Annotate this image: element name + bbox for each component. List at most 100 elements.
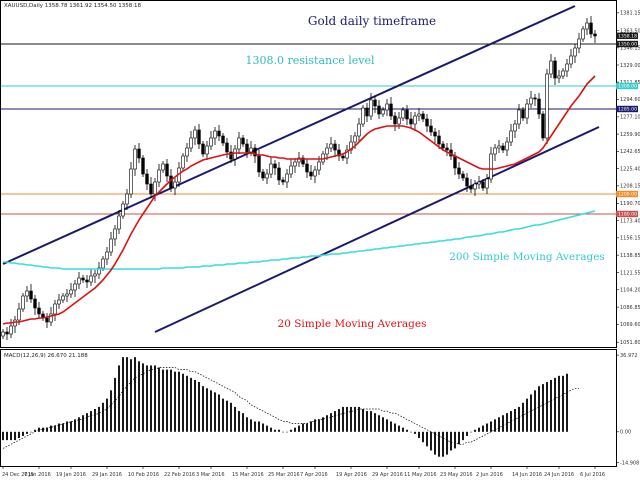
candle-75 <box>301 155 305 167</box>
macd-panel-frame <box>0 349 617 467</box>
candle-67 <box>269 157 273 178</box>
candle-40 <box>161 161 165 173</box>
candle-2 <box>9 319 13 338</box>
candle-body <box>101 258 105 269</box>
candle-body <box>329 143 333 149</box>
macd-bar-23 <box>94 409 96 432</box>
price-tick-label-2: 1346.15 <box>620 46 640 52</box>
candle-59 <box>237 132 241 154</box>
macd-bar-141 <box>566 373 568 432</box>
candle-body <box>281 179 285 183</box>
candle-48 <box>193 126 197 145</box>
candle-36 <box>145 169 149 190</box>
candle-body <box>89 275 93 283</box>
price-tick-label-9: 1225.40 <box>620 166 640 172</box>
price-tag-3: 1285.00 <box>616 105 638 113</box>
candle-body <box>545 73 549 139</box>
candle-body <box>221 135 225 144</box>
candle-13 <box>53 300 57 321</box>
candle-104 <box>417 108 421 121</box>
candle-102 <box>409 112 413 128</box>
price-tag-label: 1180.00 <box>618 212 637 218</box>
candle-8 <box>33 295 37 315</box>
macd-bar-76 <box>306 423 308 432</box>
candle-111 <box>445 143 449 156</box>
price-panel: XAUUSD,Daily 1358.78 1361.92 1354.50 135… <box>0 0 617 348</box>
candle-52 <box>209 131 213 150</box>
candle-28 <box>113 225 117 246</box>
macd-bar-85 <box>342 406 344 432</box>
candle-body <box>125 193 129 205</box>
macd-bar-99 <box>398 425 400 432</box>
moving-averages <box>2 75 596 325</box>
macd-bar-28 <box>114 377 116 432</box>
macd-bar-69 <box>278 429 280 432</box>
candle-body <box>109 238 113 253</box>
candle-body <box>529 97 533 105</box>
candle-body <box>309 171 313 177</box>
candle-138 <box>553 57 557 85</box>
candle-81 <box>325 143 329 160</box>
price-tag-2: 1308.00 <box>616 82 638 90</box>
candle-body <box>341 155 345 159</box>
macd-tick-label-0: 36.972 <box>620 353 638 359</box>
price-tag-box <box>616 105 638 113</box>
candle-47 <box>189 131 193 152</box>
price-tick-label-15: 1121.55 <box>620 270 640 276</box>
candle-body <box>569 55 573 65</box>
time-tick-label-15: 14 Jun 2016 <box>512 472 542 478</box>
macd-bar-51 <box>206 388 208 432</box>
macd-bar-44 <box>178 371 180 432</box>
time-tick-label-3: 29 Jan 2016 <box>92 472 122 478</box>
candle-127 <box>509 124 513 146</box>
macd-bar-140 <box>562 375 564 432</box>
time-tick-label-14: 2 Jun 2016 <box>476 472 503 478</box>
price-tick-label-8: 1242.65 <box>620 149 640 155</box>
candle-148 <box>593 30 597 43</box>
macd-bar-15 <box>62 423 64 432</box>
candle-body <box>505 141 509 151</box>
price-tags: 1358.18 1350.00 1308.00 1285.00 1200.00 1180.… <box>616 32 638 218</box>
candle-body <box>537 98 541 115</box>
candle-39 <box>157 164 161 187</box>
candle-body <box>81 277 85 281</box>
candle-body <box>97 267 101 275</box>
candle-41 <box>165 159 169 182</box>
macd-bar-123 <box>494 419 496 432</box>
candle-86 <box>345 145 349 164</box>
candle-body <box>17 308 21 321</box>
candle-body <box>145 173 149 185</box>
chart-title: Gold daily timeframe <box>308 14 436 28</box>
candle-137 <box>549 54 553 78</box>
candle-body <box>425 118 429 127</box>
candle-body <box>433 131 437 137</box>
candle-27 <box>109 232 113 256</box>
candle-95 <box>381 107 385 117</box>
macd-bar-136 <box>546 382 548 432</box>
candle-116 <box>465 173 469 192</box>
candle-1 <box>5 327 9 340</box>
macd-bar-34 <box>138 361 140 432</box>
candle-49 <box>197 124 201 149</box>
macd-bar-21 <box>86 413 88 432</box>
candle-24 <box>97 262 101 279</box>
candle-body <box>149 183 153 195</box>
candle-body <box>461 173 465 179</box>
candle-body <box>205 145 209 155</box>
candle-16 <box>65 289 69 302</box>
candle-body <box>265 173 269 179</box>
candle-body <box>121 203 125 217</box>
macd-bar-134 <box>538 386 540 432</box>
candle-17 <box>69 283 73 298</box>
price-tag-box <box>616 190 638 198</box>
candle-body <box>105 251 109 260</box>
candle-128 <box>513 120 517 138</box>
macd-bar-126 <box>506 413 508 432</box>
candle-body <box>369 99 373 117</box>
candle-60 <box>241 135 245 147</box>
candle-body <box>257 155 261 173</box>
macd-bar-41 <box>166 369 168 432</box>
macd-panel: MACD(12,26,9) 26.670 21.188 <box>0 349 617 467</box>
candle-body <box>457 167 461 175</box>
